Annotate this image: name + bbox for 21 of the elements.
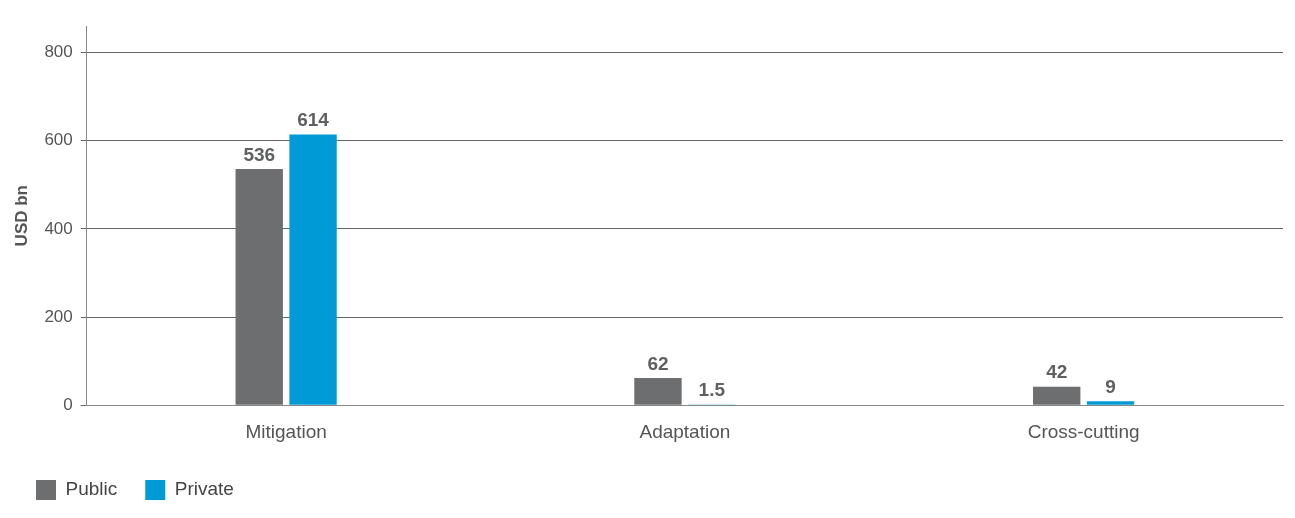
data-label: 614 <box>297 109 330 131</box>
bar <box>634 377 682 405</box>
data-label: 1.5 <box>698 379 726 401</box>
data-label: 62 <box>647 352 669 374</box>
data-label: 9 <box>1105 375 1116 397</box>
legend-label: Public <box>65 478 118 500</box>
bar <box>1033 386 1081 405</box>
x-tick-label: Cross-cutting <box>1027 420 1140 442</box>
bar <box>289 134 337 405</box>
y-tick-label: 0 <box>63 394 73 414</box>
data-label: 42 <box>1046 361 1068 383</box>
y-tick-label: 600 <box>44 130 73 150</box>
y-tick-label: 200 <box>44 306 73 326</box>
x-tick-label: Adaptation <box>639 420 731 442</box>
legend-label: Private <box>174 478 234 500</box>
x-tick-label: Mitigation <box>245 420 327 442</box>
y-tick-label: 800 <box>44 42 73 62</box>
y-tick-label: 400 <box>44 218 73 238</box>
bar <box>1086 401 1135 405</box>
data-label: 536 <box>243 143 276 165</box>
y-axis-title: USD bn <box>11 185 31 247</box>
